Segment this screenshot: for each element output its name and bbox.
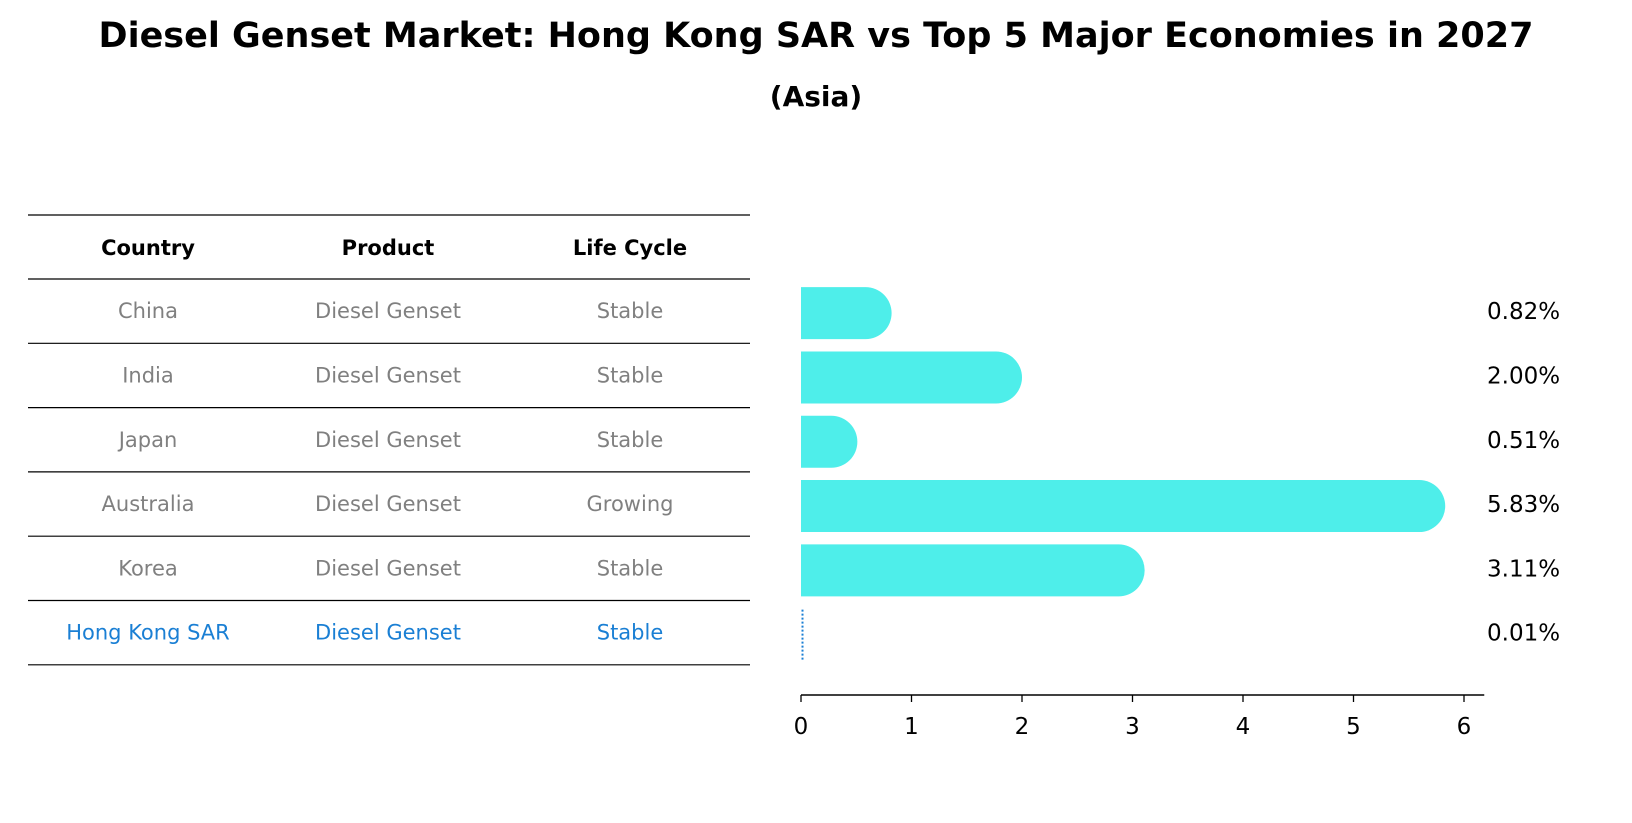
bar-australia <box>801 480 1446 533</box>
table-cell-product: Diesel Genset <box>315 492 461 516</box>
bar-korea <box>801 544 1145 597</box>
table-header-product: Product <box>342 236 435 260</box>
bar-china <box>801 287 892 340</box>
table-cell-country: Korea <box>118 556 178 580</box>
x-tick-label: 2 <box>1015 714 1030 740</box>
bar-japan <box>801 415 858 468</box>
table-cell-country: Japan <box>117 428 178 452</box>
x-tick-label: 3 <box>1125 714 1140 740</box>
table-cell-life-cycle: Stable <box>597 299 664 323</box>
chart-subtitle: (Asia) <box>769 80 863 113</box>
table-cell-life-cycle: Stable <box>597 556 664 580</box>
value-label: 0.51% <box>1487 428 1560 454</box>
table-header-country: Country <box>101 236 195 260</box>
table-cell-country: India <box>122 363 174 387</box>
table-cell-life-cycle: Stable <box>597 363 664 387</box>
table-header-life-cycle: Life Cycle <box>573 236 687 260</box>
x-tick-label: 6 <box>1457 714 1472 740</box>
table-cell-life-cycle: Growing <box>587 492 674 516</box>
value-label: 3.11% <box>1487 556 1560 582</box>
table-cell-country: Hong Kong SAR <box>66 621 230 645</box>
table-cell-product: Diesel Genset <box>315 621 461 645</box>
table-cell-product: Diesel Genset <box>315 428 461 452</box>
x-tick-label: 4 <box>1236 714 1251 740</box>
table-cell-life-cycle: Stable <box>597 428 664 452</box>
table-cell-product: Diesel Genset <box>315 363 461 387</box>
value-label: 0.01% <box>1487 621 1560 647</box>
value-label: 2.00% <box>1487 363 1560 389</box>
table-cell-product: Diesel Genset <box>315 556 461 580</box>
x-tick-label: 0 <box>794 714 809 740</box>
table-cell-country: Australia <box>102 492 195 516</box>
table-cell-product: Diesel Genset <box>315 299 461 323</box>
chart-title: Diesel Genset Market: Hong Kong SAR vs T… <box>98 16 1534 56</box>
value-label: 0.82% <box>1487 299 1560 325</box>
bar-india <box>801 351 1022 404</box>
table-cell-life-cycle: Stable <box>597 621 664 645</box>
x-tick-label: 5 <box>1346 714 1361 740</box>
table-cell-country: China <box>118 299 178 323</box>
x-tick-label: 1 <box>904 714 919 740</box>
value-label: 5.83% <box>1487 492 1560 518</box>
